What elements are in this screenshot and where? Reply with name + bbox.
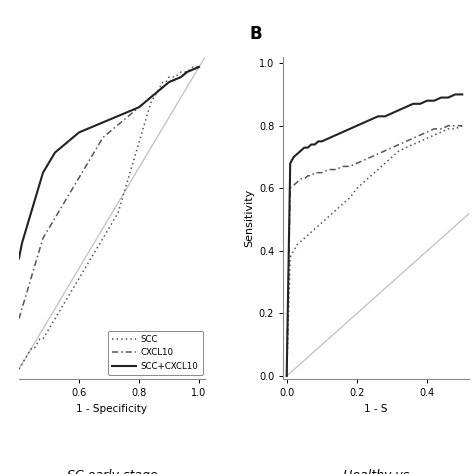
Y-axis label: Sensitivity: Sensitivity — [245, 189, 255, 247]
Text: Healthy vs: Healthy vs — [343, 469, 410, 474]
X-axis label: 1 - Specificity: 1 - Specificity — [76, 404, 147, 414]
X-axis label: 1 - S: 1 - S — [365, 404, 388, 414]
Text: SC early stage: SC early stage — [67, 469, 157, 474]
Text: B: B — [250, 25, 262, 43]
Legend: SCC, CXCL10, SCC+CXCL10: SCC, CXCL10, SCC+CXCL10 — [108, 331, 202, 375]
